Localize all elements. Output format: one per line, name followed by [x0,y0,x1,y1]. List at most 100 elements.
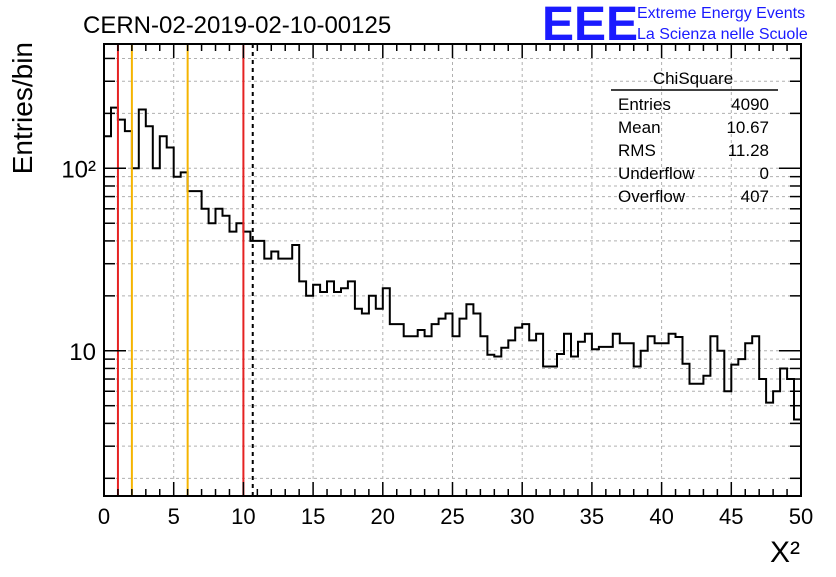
y-axis-title: Entries/bin [7,42,38,174]
histogram-bin [362,314,369,496]
histogram-bin [250,241,257,496]
histogram-bin [794,420,801,496]
project-name: Extreme Energy Events [637,5,805,22]
histogram-bin [522,324,529,496]
histogram-bin [369,296,376,496]
histogram-bin [383,288,390,496]
histogram-bin [655,343,662,496]
histogram-bin [487,355,494,496]
x-tick-labels: 0 5 10 15 20 25 30 35 40 45 50 [98,504,813,529]
histogram-bin [724,391,731,496]
stats-value: 11.28 [728,141,769,160]
histogram-bin [536,334,543,496]
histogram-bin [550,367,557,496]
y-tick-label: 10 [69,339,96,366]
histogram-bin [717,351,724,496]
histogram-bin [411,336,418,496]
histogram-bin [494,357,501,496]
histogram-bin [599,347,606,496]
x-tick-label: 45 [719,504,743,529]
histogram-bin [453,336,460,496]
x-tick-label: 35 [580,504,604,529]
run-title: CERN-02-2019-02-10-00125 [83,12,391,39]
stats-label: Entries [618,95,671,114]
histogram-bin [278,259,285,496]
histogram-bin [320,292,327,496]
x-tick-label: 10 [231,504,255,529]
histogram-bin [313,285,320,496]
stats-value: 10.67 [726,118,769,137]
histogram-bin [689,384,696,496]
histogram-bin [425,336,432,496]
eee-logo: EEE [542,0,638,51]
histogram-bin [306,296,313,496]
histogram-bin [271,251,278,496]
x-axis-title: X² [770,536,800,569]
histogram-bin [229,232,236,496]
histogram-bin [355,309,362,496]
histogram-bins [104,106,801,496]
stats-value: 4090 [731,95,769,114]
histogram-bin [710,336,717,496]
histogram-bin [606,347,613,496]
histogram-bin [348,281,355,496]
stats-label: Overflow [618,187,686,206]
histogram-bin [236,223,243,496]
histogram-bin [480,336,487,496]
histogram-bin [216,209,223,496]
histogram-bin [613,334,620,496]
stats-label: Underflow [618,164,695,183]
histogram-bin [648,336,655,496]
histogram-bin [181,172,188,496]
stats-label: RMS [618,141,656,160]
histogram-bin [731,365,738,496]
histogram-bin [188,191,195,496]
histogram-bin [397,324,404,496]
histogram-bin [292,245,299,496]
histogram-bin [174,177,181,496]
histogram-bin [620,343,627,496]
histogram-bin [676,337,683,496]
histogram-bin [557,354,564,496]
histogram-bin [780,368,787,496]
histogram-bin [111,108,118,496]
histogram-bin [341,288,348,496]
histogram-bin [752,336,759,496]
histogram-bin [669,334,676,496]
histogram-bin [418,330,425,496]
histogram-bin [703,376,710,496]
histogram-bin [578,342,585,496]
histogram-bin [327,281,334,496]
histogram-bin [146,126,153,496]
x-tick-label: 5 [168,504,180,529]
stats-title: ChiSquare [653,69,733,88]
histogram-bin [125,131,132,496]
histogram-bin [662,343,669,496]
histogram-bin [738,359,745,496]
histogram-bin [641,351,648,496]
x-tick-label: 20 [371,504,395,529]
histogram-bin [543,367,550,496]
stats-label: Mean [618,118,661,137]
histogram-bin [439,319,446,496]
histogram-bin [627,343,634,496]
histogram-bin [473,314,480,496]
y-tick-labels: 10 10² [61,156,96,365]
histogram-bin [766,403,773,496]
grid-lines [104,44,801,496]
histogram-bin [285,259,292,496]
histogram-bin [167,148,174,496]
histogram-bin [195,191,202,496]
stats-value: 407 [741,187,769,206]
histogram-bin [515,328,522,496]
x-tick-label: 0 [98,504,110,529]
histogram-bin [466,304,473,496]
histogram-bin [773,391,780,496]
histogram-bin [592,349,599,496]
histogram-bin [139,110,146,496]
stats-rows: Entries 4090 Mean 10.67 RMS 11.28 Underflow 0 Ov… [618,95,769,206]
histogram-bin [334,292,341,496]
histogram-bin [376,309,383,496]
